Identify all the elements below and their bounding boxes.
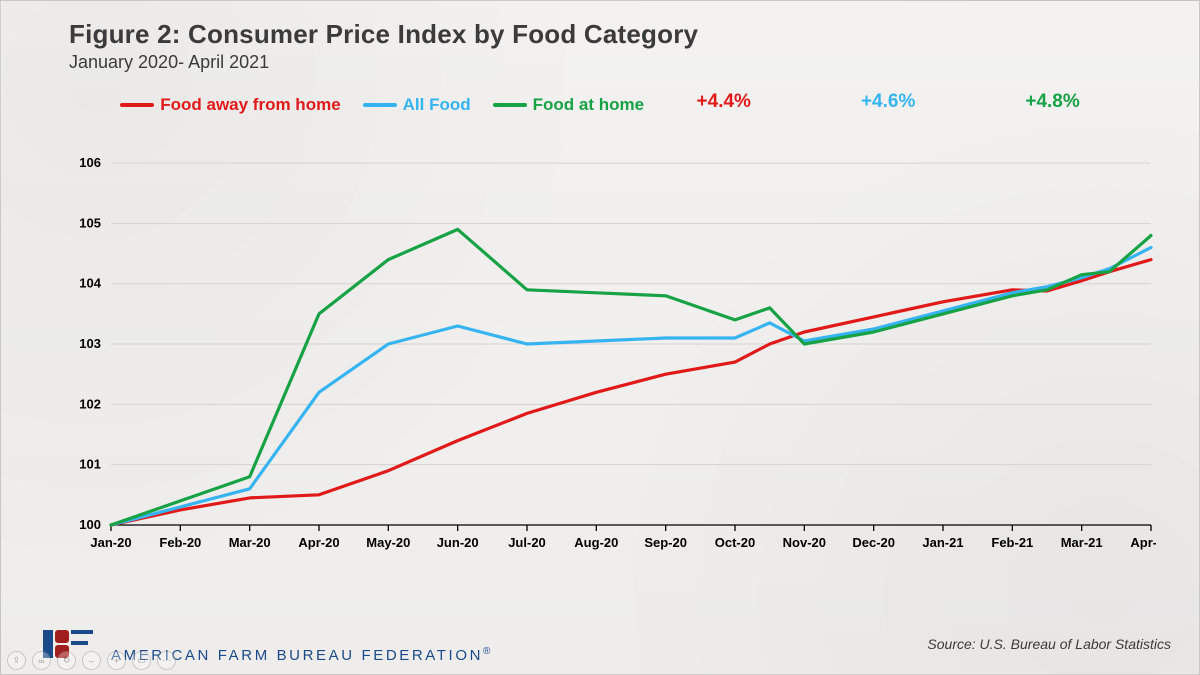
x-tick-label: Aug-20 bbox=[574, 535, 618, 550]
toolbar-zoom-in-icon[interactable]: + bbox=[107, 651, 126, 670]
x-tick-label: Dec-20 bbox=[852, 535, 895, 550]
y-tick-label: 105 bbox=[79, 215, 101, 230]
registered-mark: ® bbox=[483, 646, 493, 657]
x-tick-label: Oct-20 bbox=[715, 535, 755, 550]
x-tick-label: Mar-21 bbox=[1061, 535, 1103, 550]
legend-delta-away: +4.4% bbox=[697, 91, 751, 113]
x-tick-label: Sep-20 bbox=[644, 535, 687, 550]
x-tick-label: Feb-20 bbox=[159, 535, 201, 550]
y-tick-label: 101 bbox=[79, 457, 101, 472]
source-label: Source: U.S. Bureau of Labor Statistics bbox=[927, 636, 1171, 652]
figure-subtitle: January 2020- April 2021 bbox=[69, 52, 698, 73]
figure-title: Figure 2: Consumer Price Index by Food C… bbox=[69, 19, 698, 50]
figure-frame: Figure 2: Consumer Price Index by Food C… bbox=[0, 0, 1200, 675]
y-tick-label: 100 bbox=[79, 517, 101, 532]
legend-swatch-home bbox=[493, 103, 527, 107]
x-tick-label: Jul-20 bbox=[508, 535, 546, 550]
legend-item-home: Food at home bbox=[493, 95, 644, 115]
toolbar-loop-icon[interactable]: ↻ bbox=[57, 651, 76, 670]
y-tick-label: 102 bbox=[79, 396, 101, 411]
chart: 100 101 102 103 104 105 106 Jan-20 Feb-20 Mar-20 A… bbox=[61, 137, 1156, 567]
x-tick-label: Jan-20 bbox=[90, 535, 131, 550]
x-tick-label: Mar-20 bbox=[229, 535, 271, 550]
toolbar-link-icon[interactable]: ∞ bbox=[32, 651, 51, 670]
legend-item-away: Food away from home bbox=[120, 95, 340, 115]
chart-svg: 100 101 102 103 104 105 106 Jan-20 Feb-20 Mar-20 A… bbox=[61, 137, 1156, 567]
legend-swatch-all bbox=[363, 103, 397, 107]
legend-delta-all: +4.6% bbox=[861, 91, 915, 113]
x-tick-label: May-20 bbox=[366, 535, 410, 550]
x-tick-label: Jun-20 bbox=[437, 535, 479, 550]
legend-delta-home: +4.8% bbox=[1025, 91, 1079, 113]
viewer-toolbar: ⇪ ∞ ↻ – + ▭ ⋯ bbox=[7, 651, 176, 670]
x-tick-label: Jan-21 bbox=[922, 535, 963, 550]
legend-item-all: All Food bbox=[363, 95, 471, 115]
legend: Food away from home All Food Food at hom… bbox=[1, 89, 1199, 115]
x-tick-label: Nov-20 bbox=[783, 535, 826, 550]
legend-label-home: Food at home bbox=[533, 95, 644, 115]
y-tick-label: 103 bbox=[79, 336, 101, 351]
series-food-at-home bbox=[111, 229, 1151, 525]
legend-label-away: Food away from home bbox=[160, 95, 340, 115]
y-tick-label: 106 bbox=[79, 155, 101, 170]
title-block: Figure 2: Consumer Price Index by Food C… bbox=[69, 19, 698, 73]
legend-swatch-away bbox=[120, 103, 154, 107]
y-tick-label: 104 bbox=[79, 276, 101, 291]
legend-row: Food away from home All Food Food at hom… bbox=[120, 95, 644, 115]
x-tick-label: Apr-20 bbox=[298, 535, 339, 550]
toolbar-share-icon[interactable]: ⇪ bbox=[7, 651, 26, 670]
series-all-food bbox=[111, 248, 1151, 526]
x-tick-label: Apr-21 bbox=[1130, 535, 1156, 550]
legend-deltas: +4.4% +4.6% +4.8% bbox=[649, 91, 1080, 113]
toolbar-minimize-icon[interactable]: ▭ bbox=[132, 651, 151, 670]
legend-label-all: All Food bbox=[403, 95, 471, 115]
toolbar-more-icon[interactable]: ⋯ bbox=[157, 651, 176, 670]
toolbar-zoom-out-icon[interactable]: – bbox=[82, 651, 101, 670]
x-tick-label: Feb-21 bbox=[991, 535, 1033, 550]
